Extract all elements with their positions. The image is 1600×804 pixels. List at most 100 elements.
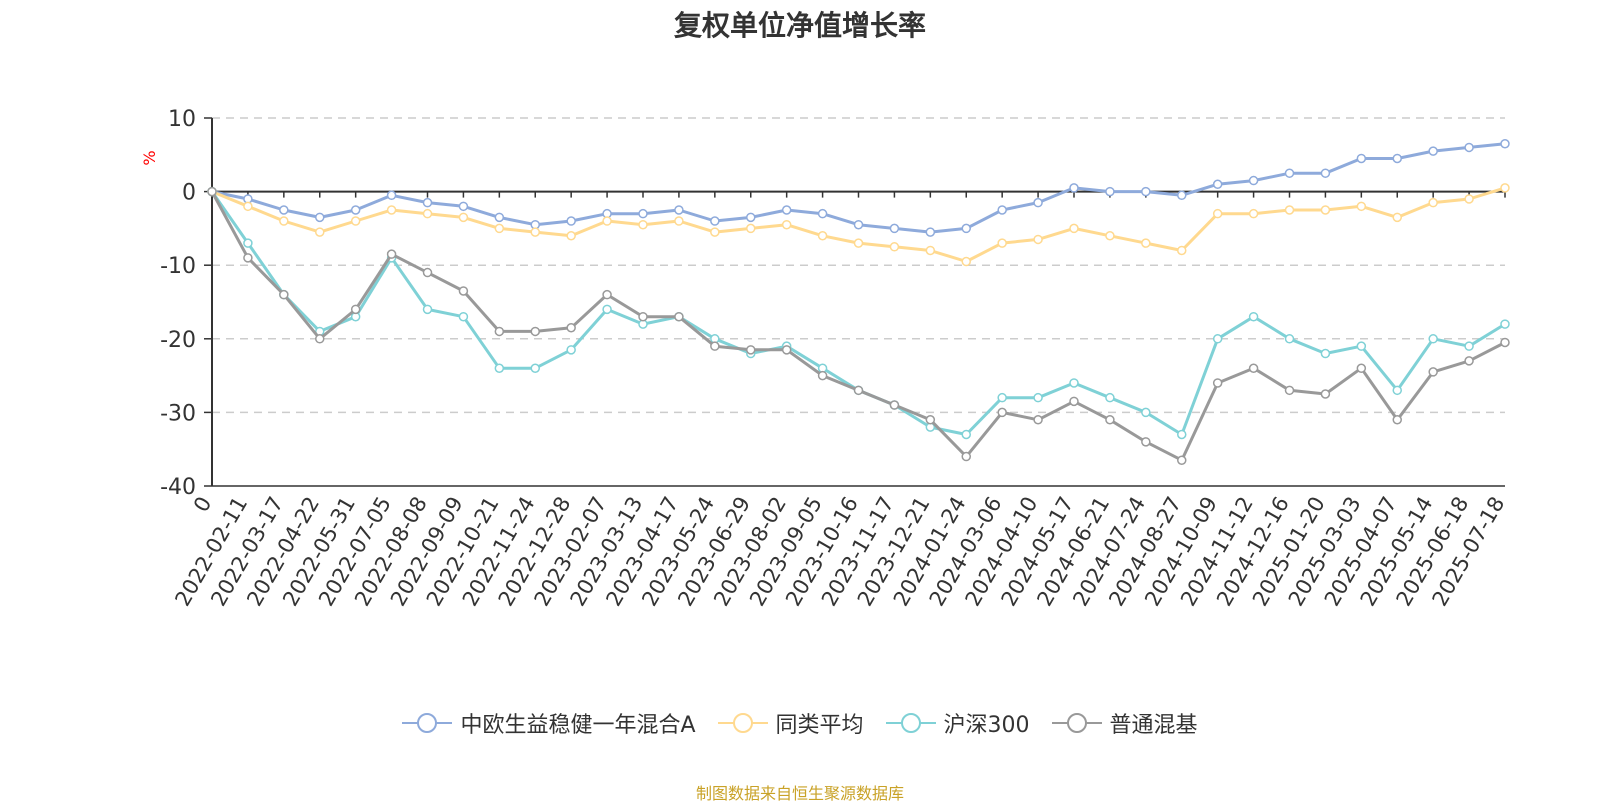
y-tick-label: -10: [160, 254, 196, 279]
data-point: [1069, 378, 1079, 388]
legend-marker-icon: [717, 713, 768, 733]
data-point: [889, 400, 900, 410]
data-point: [961, 429, 971, 440]
data-point: [1356, 341, 1367, 351]
data-point: [1428, 367, 1438, 377]
data-point: [746, 345, 756, 355]
data-point: [853, 385, 864, 396]
data-point: [1464, 142, 1474, 153]
data-point: [350, 216, 361, 226]
data-point: [243, 253, 253, 263]
data-point: [638, 208, 648, 219]
data-point: [1105, 392, 1115, 403]
legend-label: 沪深300: [943, 713, 1030, 738]
data-point: [602, 304, 612, 315]
data-point: [494, 223, 505, 234]
legend-item[interactable]: 同类平均: [717, 707, 864, 739]
data-point: [1212, 334, 1223, 344]
data-point: [817, 370, 828, 381]
data-point: [853, 238, 864, 248]
data-point: [889, 242, 900, 252]
data-point: [422, 304, 433, 315]
legend-item[interactable]: 普通混基: [1051, 707, 1198, 739]
data-point: [1033, 234, 1043, 245]
data-point: [1356, 201, 1367, 212]
data-point: [1033, 197, 1043, 208]
y-tick-label: -20: [160, 328, 196, 353]
data-point: [458, 212, 469, 223]
data-point: [638, 219, 648, 230]
series-line: [210, 190, 1506, 462]
y-tick-label: 10: [168, 107, 196, 132]
legend-item[interactable]: 沪深300: [885, 707, 1030, 739]
y-tick-label: -30: [160, 401, 196, 426]
grid-lines: [212, 117, 1505, 414]
data-point: [674, 311, 684, 322]
data-point: [710, 341, 720, 351]
data-point: [1356, 363, 1367, 373]
data-point: [386, 190, 397, 201]
data-point: [961, 451, 971, 462]
data-point: [1033, 392, 1043, 403]
data-point: [710, 227, 720, 237]
data-point: [458, 201, 469, 212]
data-point: [925, 245, 936, 256]
data-point: [530, 227, 540, 237]
data-point: [1392, 153, 1402, 164]
data-point: [207, 186, 217, 197]
legend-marker-icon: [402, 713, 453, 733]
data-point: [1105, 415, 1115, 425]
data-point: [638, 311, 648, 322]
data-point: [997, 238, 1007, 248]
data-point: [530, 326, 540, 337]
data-point: [1141, 437, 1151, 447]
chart-title: 复权单位净值增长率: [673, 9, 926, 42]
data-point: [386, 249, 397, 259]
data-point: [458, 286, 469, 296]
data-point: [1248, 363, 1259, 373]
data-point: [1141, 238, 1151, 248]
data-point: [925, 227, 936, 237]
data-point: [674, 216, 684, 226]
data-point: [1141, 186, 1151, 197]
data-point: [494, 326, 505, 337]
data-point: [1500, 337, 1510, 348]
axes: [204, 117, 1506, 487]
data-point: [1428, 334, 1438, 344]
data-point: [1320, 389, 1331, 399]
data-point: [566, 345, 576, 355]
legend-marker-icon: [885, 713, 936, 733]
series-line: [211, 142, 1506, 234]
data-point: [1428, 146, 1438, 156]
data-point: [1105, 231, 1115, 241]
data-point: [1392, 212, 1402, 223]
data-point: [961, 256, 971, 267]
data-point: [1392, 385, 1402, 396]
data-point: [997, 392, 1007, 403]
data-point: [1464, 356, 1474, 366]
legend-label: 同类平均: [775, 713, 864, 738]
data-point: [566, 231, 576, 241]
data-point: [422, 197, 433, 208]
data-point: [1177, 429, 1187, 440]
data-point: [1033, 415, 1043, 425]
y-tick-label: 0: [182, 181, 196, 206]
data-point: [566, 323, 576, 333]
data-point: [746, 212, 756, 223]
data-point: [386, 205, 397, 215]
data-point: [1177, 245, 1187, 256]
data-point: [566, 216, 576, 226]
y-tick-label: -40: [160, 475, 196, 500]
data-point: [1248, 311, 1259, 322]
data-point: [1177, 455, 1187, 465]
data-point: [422, 208, 433, 219]
data-point: [997, 407, 1007, 418]
legend-item[interactable]: 中欧生益稳健一年混合A: [402, 707, 696, 739]
data-point: [889, 223, 900, 234]
data-point: [602, 216, 612, 226]
legend-label: 中欧生益稳健一年混合A: [460, 713, 696, 738]
data-point: [674, 205, 684, 215]
series-lines: [207, 139, 1510, 465]
data-point: [1248, 175, 1259, 186]
